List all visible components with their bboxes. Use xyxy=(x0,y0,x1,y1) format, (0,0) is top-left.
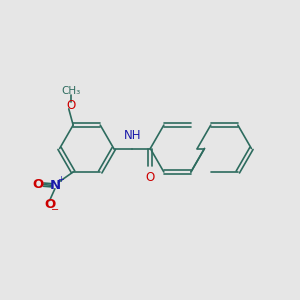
Text: O: O xyxy=(146,171,155,184)
Text: NH: NH xyxy=(124,129,141,142)
Text: methoxy: methoxy xyxy=(68,93,74,94)
Text: −: − xyxy=(51,205,59,215)
Text: O: O xyxy=(44,199,55,212)
Text: O: O xyxy=(32,178,44,191)
Text: CH₃: CH₃ xyxy=(61,86,80,96)
Text: O: O xyxy=(66,99,75,112)
Text: N: N xyxy=(49,179,61,192)
Text: +: + xyxy=(57,176,64,184)
